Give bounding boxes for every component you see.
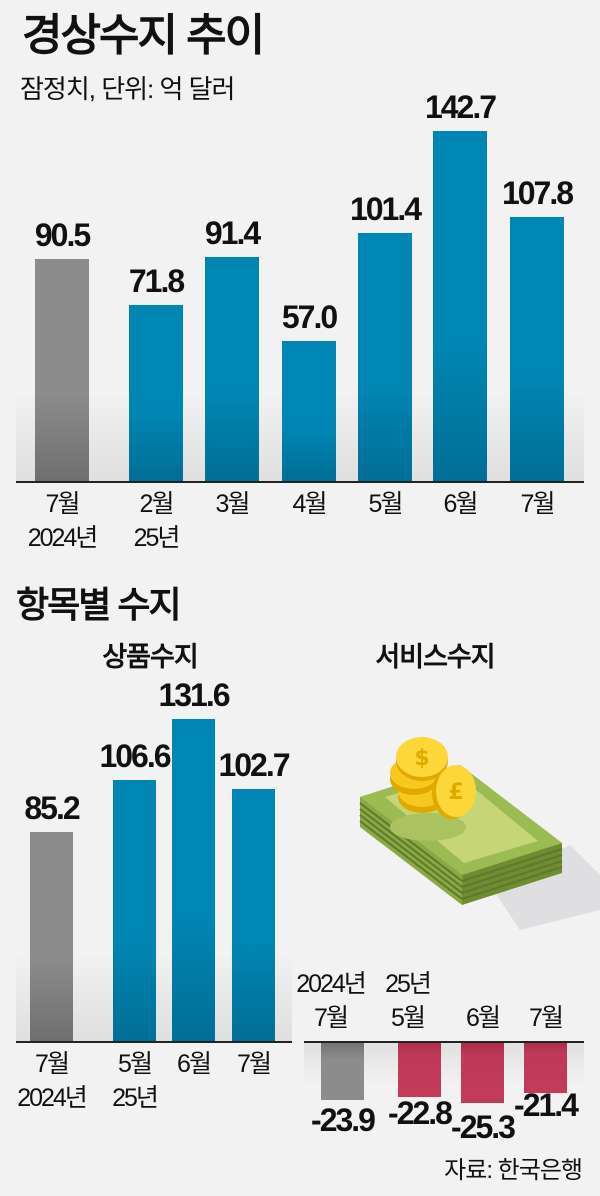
x-tick-label: 7월 [237,1050,272,1078]
bar-1 [113,779,156,1041]
services-balance-title: 서비스수지 [375,642,495,672]
bar-2 [172,718,215,1041]
data-label: 102.7 [218,747,290,784]
goods-balance-title: 상품수지 [102,642,198,672]
x-tick-label: 4월 [292,490,328,518]
x-tick-label: 7월 [529,1004,564,1032]
x-axis [16,481,584,483]
x-tick-label: 7월 [314,1004,349,1032]
x-tick-label: 6월 [443,490,479,518]
x-tick-label: 5월 [118,1050,153,1078]
x-tick-label: 2024년 [296,970,367,998]
chart-title: 경상수지 추이 [22,11,265,60]
data-label: 90.5 [34,217,91,254]
data-label: 57.0 [281,299,338,336]
chart-subtitle: 잠정치, 단위: 억 달러 [20,74,235,104]
data-label: 131.6 [158,676,230,713]
x-axis [16,1041,292,1043]
data-label: 107.8 [501,174,574,211]
data-label: 85.2 [24,790,80,827]
bar-2 [205,257,259,481]
bar-3 [524,1041,567,1094]
data-label: -25.3 [451,1108,516,1145]
bar-5 [433,131,487,481]
x-tick-label: 7월 [35,1050,70,1078]
x-tick-label: 25년 [112,1084,159,1112]
data-label: -22.8 [388,1094,453,1131]
bar-2 [461,1041,504,1103]
x-tick-label: 25년 [133,524,181,552]
bar-3 [232,789,275,1041]
x-tick-label: 3월 [215,490,251,518]
bar-3 [282,341,336,481]
svg-text:$: $ [414,746,429,771]
data-label: -23.9 [311,1101,376,1138]
bar-6 [510,216,564,481]
x-tick-label: 6월 [466,1004,501,1032]
bar-0 [30,832,73,1041]
source-note: 자료: 한국은행 [444,1157,583,1184]
data-label: 101.4 [349,190,422,227]
x-tick-label: 6월 [177,1050,212,1078]
bar-0 [321,1041,364,1100]
x-tick-label: 7월 [520,490,556,518]
svg-text:£: £ [448,780,463,805]
data-label: 106.6 [99,737,171,774]
x-tick-label: 2024년 [27,524,99,552]
bar-1 [398,1041,441,1097]
x-tick-label: 5월 [368,490,404,518]
data-label: -21.4 [514,1087,579,1124]
data-label: 71.8 [128,263,185,300]
x-tick-label: 7월 [45,490,81,518]
bar-4 [358,232,412,481]
x-axis [304,1041,584,1043]
bar-0 [35,259,89,481]
x-tick-label: 2월 [139,490,175,518]
x-tick-label: 5월 [391,1004,426,1032]
section-title: 항목별 수지 [16,584,182,625]
data-label: 91.4 [204,215,261,252]
x-tick-label: 2024년 [17,1084,88,1112]
bar-1 [129,305,183,481]
x-tick-label: 25년 [385,970,432,998]
data-label: 142.7 [424,89,497,126]
money-stack-coins-icon: $ £ [340,735,600,935]
